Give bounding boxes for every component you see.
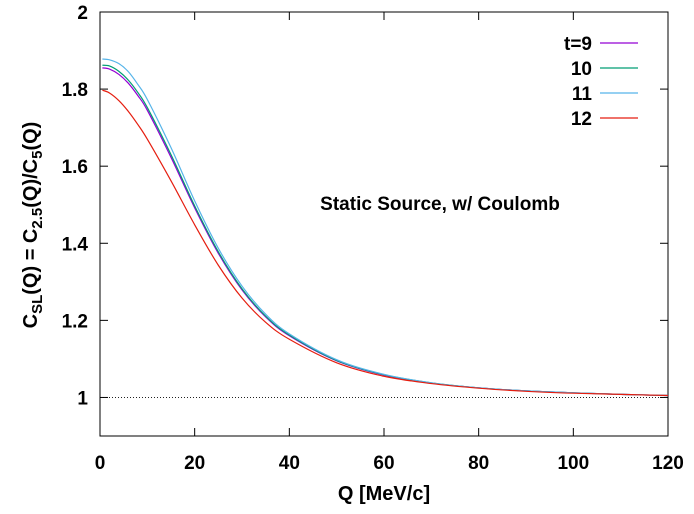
y-axis-title-subscript: 5	[29, 151, 46, 159]
x-tick-label: 0	[95, 453, 106, 474]
x-axis-title: Q [MeV/c]	[338, 483, 430, 505]
x-tick-label: 120	[652, 453, 684, 474]
y-axis-title-part: (Q) = C	[20, 229, 42, 295]
y-tick-label: 2	[77, 3, 88, 24]
y-axis-title: CSL(Q) = C2.5(Q)/C5(Q)	[20, 122, 46, 329]
tick-labels: 0 20 40 60 80 100 120 1 1.2 1.4 1.6 1.8 2	[62, 3, 684, 474]
legend-label: 11	[572, 84, 593, 105]
x-tick-label: 100	[557, 453, 589, 474]
x-tick-label: 20	[184, 453, 205, 474]
annotation-text: Static Source, w/ Coulomb	[320, 194, 560, 215]
y-axis-title-subscript: 2.5	[29, 208, 46, 229]
series-lines	[102, 58, 669, 397]
legend-label: t=9	[564, 34, 592, 55]
series-line	[102, 89, 669, 397]
y-axis-title-part: C	[20, 314, 42, 328]
y-tick-label: 1.2	[62, 311, 88, 332]
x-tick-label: 60	[373, 453, 394, 474]
axis-ticks	[99, 11, 669, 436]
y-axis-title-part: (Q)	[20, 122, 42, 151]
x-tick-label: 80	[468, 453, 489, 474]
y-tick-label: 1.8	[62, 80, 88, 101]
y-tick-label: 1.4	[62, 234, 89, 255]
legend-label: 10	[571, 59, 592, 80]
y-axis-title-subscript: SL	[29, 295, 46, 314]
y-tick-label: 1.6	[62, 157, 88, 178]
x-tick-label: 40	[279, 453, 300, 474]
y-axis-title-part: (Q)/C	[20, 159, 42, 208]
legend-label: 12	[571, 109, 592, 130]
legend: t=9 10 11 12	[564, 34, 638, 130]
y-tick-label: 1	[77, 388, 88, 409]
